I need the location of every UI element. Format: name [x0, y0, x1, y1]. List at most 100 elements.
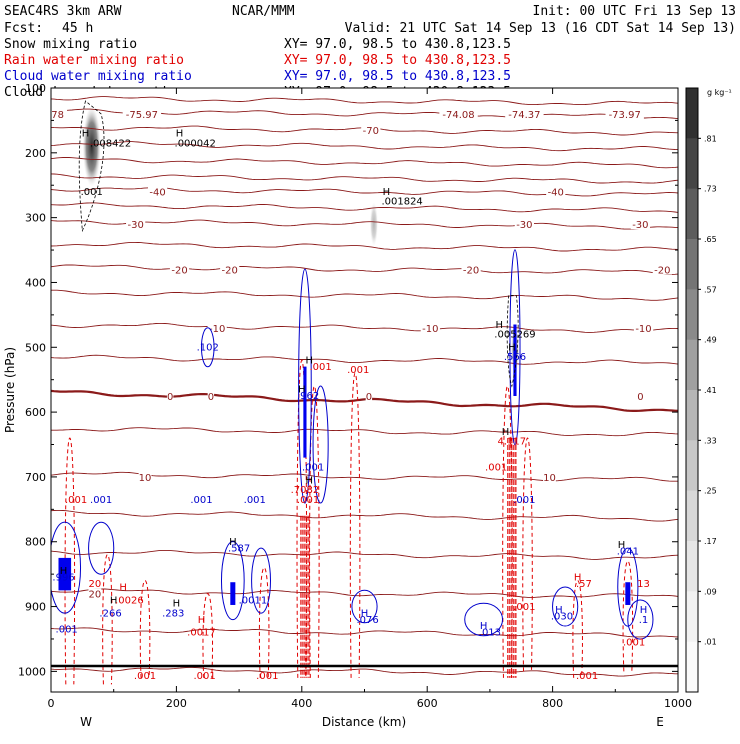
colorbar-tick-label: .33: [704, 436, 717, 445]
isotherm-label-bg: [207, 322, 227, 333]
contour-label: .013: [479, 628, 501, 639]
cloud-contour: [627, 599, 654, 640]
colorbar-swatch: [686, 440, 698, 492]
header-fcst-label: Fcst:: [4, 21, 43, 36]
contour-label: .001: [56, 624, 78, 635]
contour-label: .001: [190, 495, 212, 506]
isotherm-line: [51, 389, 678, 412]
contour-label: H: [229, 537, 237, 548]
isotherm-line: [51, 588, 678, 598]
snow-shading: [82, 106, 519, 373]
colorbar-tick-label: .73: [704, 185, 717, 194]
contour-label: .0017: [187, 628, 216, 639]
contour-label: H: [640, 605, 648, 616]
contour-label: 20: [89, 579, 102, 590]
x-tick-label: 600: [417, 697, 438, 710]
header-fcst-value: 45 h: [62, 21, 93, 36]
isotherm-label: -20: [171, 265, 187, 276]
isotherm-label-bg: [122, 108, 162, 119]
cloud-contour: [220, 541, 245, 621]
contour-label: H: [555, 605, 563, 616]
isotherm-label-bg: [220, 264, 240, 275]
contour-label: .283: [162, 608, 184, 619]
colorbar-tick-label: .25: [704, 487, 717, 496]
contour-label: .005269: [494, 330, 535, 341]
isotherm-label-bg: [543, 471, 556, 482]
isotherm-line: [51, 627, 678, 638]
contour-label: H: [60, 566, 68, 577]
cloud-contour: [509, 249, 521, 446]
isotherm-label-bg: [51, 108, 68, 119]
colorbar-tick-label: .81: [704, 134, 717, 143]
isotherm-label: -10: [635, 324, 651, 335]
x-end-label-east: E: [656, 715, 664, 729]
isotherm-label: -10: [422, 324, 438, 335]
contour-label: H: [110, 595, 118, 606]
isotherm-label: -74.08: [442, 110, 474, 121]
isotherm-label: 0: [208, 392, 214, 403]
rain-contour: [139, 580, 151, 678]
contour-label: .7082: [291, 485, 320, 496]
colorbar-swatch: [686, 490, 698, 542]
isotherm-label-bg: [505, 108, 544, 119]
colorbar-swatch: [686, 188, 698, 240]
legend-label: Rain water mixing ratio: [4, 53, 184, 68]
isotherm-label: -20: [654, 265, 670, 276]
isotherm-label-bg: [147, 186, 168, 197]
contour-label: H: [176, 129, 184, 140]
isotherm-label-bg: [439, 108, 478, 119]
colorbar-swatch: [686, 541, 698, 592]
plot-content: -75.78 -75.97 -74.08 -74.37 -73.97 -70 -40 -40 -…: [32, 96, 678, 685]
isotherm-label: -20: [222, 265, 238, 276]
isotherm-line: [51, 241, 678, 252]
isotherm-line: [51, 549, 678, 560]
isotherm-label: -30: [127, 220, 143, 231]
isotherm-label-bg: [207, 390, 215, 401]
contour-label: .001: [193, 671, 215, 682]
contour-label: .57: [576, 579, 592, 590]
contour-label: H: [82, 129, 90, 140]
isotherm-line: [51, 173, 678, 184]
contour-label: .996: [52, 573, 74, 584]
isotherm-label: -75.78: [32, 110, 64, 121]
isotherm-label: -74.37: [508, 110, 540, 121]
contour-label: .001: [513, 602, 535, 613]
contour-label: .587: [228, 543, 250, 554]
cloud-contour: [464, 602, 504, 637]
rain-contour: [202, 593, 214, 678]
contour-label: H: [306, 355, 314, 366]
cloud-water-contours: [51, 249, 654, 640]
colorbar-tick-label: .01: [704, 638, 717, 647]
contour-label: .0011: [239, 595, 268, 606]
colorbar-tick-label: .49: [704, 336, 717, 345]
isotherm-label-bg: [88, 588, 102, 599]
header-org: NCAR/MMM: [232, 4, 295, 19]
contour-label: .566: [504, 352, 526, 363]
x-end-label-west: W: [80, 715, 92, 729]
contour-label: H: [173, 599, 181, 610]
isotherm-label-bg: [461, 264, 481, 275]
colorbar-swatch: [686, 591, 698, 643]
cloud-ice-contours: [78, 100, 519, 388]
contour-label: .0026: [115, 595, 144, 606]
plot-area: [51, 88, 678, 692]
isotherm-label: -75.97: [126, 110, 158, 121]
contour-label: 4.117: [498, 437, 527, 448]
contour-label: .008422: [90, 138, 131, 149]
header-init: Init: 00 UTC Fri 13 Sep 13: [533, 4, 737, 19]
colorbar-swatch: [686, 138, 698, 190]
contour-label: .000042: [175, 138, 216, 149]
x-tick-label: 200: [166, 697, 187, 710]
header-valid: Valid: 21 UTC Sat 14 Sep 13 (16 CDT Sat …: [345, 21, 736, 36]
isotherm-line: [51, 471, 678, 482]
y-tick-label: 400: [25, 276, 46, 289]
contour-label: .001: [302, 462, 324, 473]
isotherm-label-bg: [637, 390, 644, 401]
rain-contour: [522, 437, 533, 672]
isotherm-line: [51, 427, 678, 437]
isotherm-label: 0: [167, 392, 173, 403]
y-axis-label: Pressure (hPa): [3, 347, 17, 433]
colorbar-swatch: [686, 641, 698, 693]
rain-contour: [349, 372, 361, 678]
